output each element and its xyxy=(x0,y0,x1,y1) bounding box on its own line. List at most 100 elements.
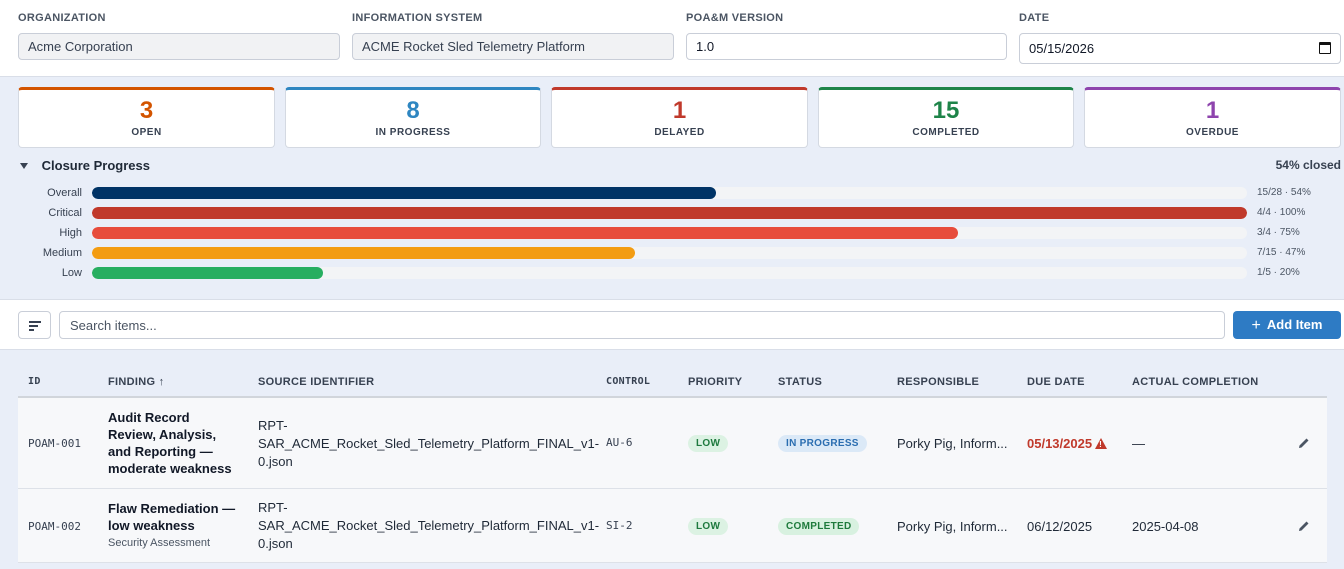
row-actual-completion: 2025-04-08 xyxy=(1132,519,1199,534)
row-control: AU-6 xyxy=(606,436,633,449)
progress-row-critical: Critical 4/4 · 100% xyxy=(0,206,1344,220)
closure-progress-summary: 54% closed xyxy=(1275,158,1341,172)
status-cell: COMPLETED xyxy=(778,517,860,535)
closure-progress-title: Closure Progress xyxy=(41,158,150,173)
column-header-control[interactable]: CONTROL xyxy=(606,376,651,387)
progress-row-overall: Overall 15/28 · 54% xyxy=(0,186,1344,200)
column-header-due-date[interactable]: DUE DATE xyxy=(1027,376,1085,388)
information-system-field: INFORMATION SYSTEM ACME Rocket Sled Tele… xyxy=(352,12,674,60)
row-control: SI-2 xyxy=(606,519,633,532)
row-responsible: Porky Pig, Inform... xyxy=(897,519,1008,534)
finding-line: Flaw Remediation — xyxy=(108,501,236,516)
information-system-input[interactable]: ACME Rocket Sled Telemetry Platform xyxy=(352,33,674,60)
edit-pencil-icon[interactable] xyxy=(1298,520,1310,532)
stat-card-completed[interactable]: 15 COMPLETED xyxy=(818,87,1074,148)
row-finding[interactable]: Flaw Remediation — low weakness Security… xyxy=(108,500,248,549)
stat-label: DELAYED xyxy=(654,127,705,138)
date-label: DATE xyxy=(1019,12,1050,24)
stat-count: 15 xyxy=(932,97,960,124)
status-badge: COMPLETED xyxy=(778,518,860,535)
search-input[interactable] xyxy=(59,311,1225,339)
source-line: RPT- xyxy=(258,418,288,433)
table-header-divider xyxy=(18,396,1327,398)
stat-count: 3 xyxy=(139,97,154,124)
progress-fill xyxy=(92,187,716,199)
table-row[interactable]: POAM-001 Audit Record Review, Analysis, … xyxy=(18,398,1327,489)
finding-source-type: Security Assessment xyxy=(108,537,211,549)
column-header-responsible[interactable]: RESPONSIBLE xyxy=(897,376,980,388)
progress-label: Medium xyxy=(42,247,82,259)
filter-icon-line xyxy=(29,329,34,331)
priority-badge: LOW xyxy=(688,435,729,452)
finding-line: low weakness xyxy=(108,518,195,533)
stat-card-overdue[interactable]: 1 OVERDUE xyxy=(1084,87,1341,148)
progress-fill xyxy=(92,207,1247,219)
progress-track xyxy=(92,247,1247,259)
organization-field: ORGANIZATION Acme Corporation xyxy=(18,12,340,60)
poam-version-input[interactable]: 1.0 xyxy=(686,33,1007,60)
progress-label: Overall xyxy=(47,187,82,199)
row-id: POAM-002 xyxy=(28,520,81,533)
stat-count: 1 xyxy=(1205,97,1220,124)
poam-version-label: POA&M VERSION xyxy=(686,12,784,24)
row-responsible: Porky Pig, Inform... xyxy=(897,436,1008,451)
table-toolbar: + Add Item xyxy=(0,299,1344,350)
finding-line: Review, Analysis, xyxy=(108,427,217,442)
date-field: DATE 05/15/2026 xyxy=(1019,12,1341,64)
table-row[interactable]: POAM-002 Flaw Remediation — low weakness… xyxy=(18,489,1327,563)
filter-icon xyxy=(29,321,41,323)
edit-pencil-icon[interactable] xyxy=(1298,437,1310,449)
organization-label: ORGANIZATION xyxy=(18,12,106,24)
row-source-identifier: RPT- SAR_ACME_Rocket_Sled_Telemetry_Plat… xyxy=(258,499,599,553)
progress-meta: 3/4 · 75% xyxy=(1257,227,1300,238)
progress-track xyxy=(92,207,1247,219)
stat-count: 1 xyxy=(672,97,687,124)
source-line: 0.json xyxy=(258,454,293,469)
progress-track xyxy=(92,187,1247,199)
stat-card-delayed[interactable]: 1 DELAYED xyxy=(551,87,808,148)
organization-input[interactable]: Acme Corporation xyxy=(18,33,340,60)
column-header-priority[interactable]: PRIORITY xyxy=(688,376,743,388)
add-item-button[interactable]: + Add Item xyxy=(1233,311,1341,339)
source-line: SAR_ACME_Rocket_Sled_Telemetry_Platform_… xyxy=(258,436,600,451)
closure-progress-header[interactable]: Closure Progress 54% closed xyxy=(20,158,1341,174)
filter-button[interactable] xyxy=(18,311,51,339)
stat-card-in-progress[interactable]: 8 IN PROGRESS xyxy=(285,87,541,148)
progress-meta: 15/28 · 54% xyxy=(1257,187,1311,198)
progress-row-low: Low 1/5 · 20% xyxy=(0,266,1344,280)
row-due-date: 05/13/2025 xyxy=(1027,436,1093,451)
status-cell: IN PROGRESS xyxy=(778,434,867,452)
information-system-label: INFORMATION SYSTEM xyxy=(352,12,483,24)
finding-line: moderate weakness xyxy=(108,461,232,476)
progress-label: Low xyxy=(61,267,82,279)
stat-card-open[interactable]: 3 OPEN xyxy=(18,87,275,148)
filter-icon-line xyxy=(29,325,38,327)
source-line: 0.json xyxy=(258,536,293,551)
finding-line: Audit Record xyxy=(108,410,190,425)
progress-meta: 1/5 · 20% xyxy=(1257,267,1300,278)
column-header-finding[interactable]: FINDING ↑ xyxy=(108,376,165,388)
column-header-source[interactable]: SOURCE IDENTIFIER xyxy=(258,376,375,388)
progress-label: Critical xyxy=(48,207,82,219)
row-finding[interactable]: Audit Record Review, Analysis, and Repor… xyxy=(108,409,248,477)
progress-track xyxy=(92,267,1247,279)
collapse-triangle-icon[interactable] xyxy=(20,163,28,169)
calendar-icon[interactable] xyxy=(1319,42,1331,54)
row-actual-completion: — xyxy=(1132,436,1145,451)
progress-fill xyxy=(92,247,635,259)
stat-label: COMPLETED xyxy=(912,127,980,138)
priority-badge: LOW xyxy=(688,518,729,535)
progress-fill xyxy=(92,227,958,239)
column-header-id[interactable]: ID xyxy=(28,376,41,387)
status-badge: IN PROGRESS xyxy=(778,435,867,452)
finding-line: and Reporting — xyxy=(108,444,213,459)
column-header-actual-completion[interactable]: ACTUAL COMPLETION xyxy=(1132,376,1259,388)
date-input[interactable]: 05/15/2026 xyxy=(1019,33,1341,64)
stat-label: IN PROGRESS xyxy=(375,127,451,138)
stat-count: 8 xyxy=(406,97,420,124)
progress-meta: 7/15 · 47% xyxy=(1257,247,1306,258)
row-due-date-cell: 05/13/2025 xyxy=(1027,436,1108,451)
column-header-status[interactable]: STATUS xyxy=(778,376,823,388)
warning-icon xyxy=(1095,438,1108,449)
progress-meta: 4/4 · 100% xyxy=(1257,207,1306,218)
